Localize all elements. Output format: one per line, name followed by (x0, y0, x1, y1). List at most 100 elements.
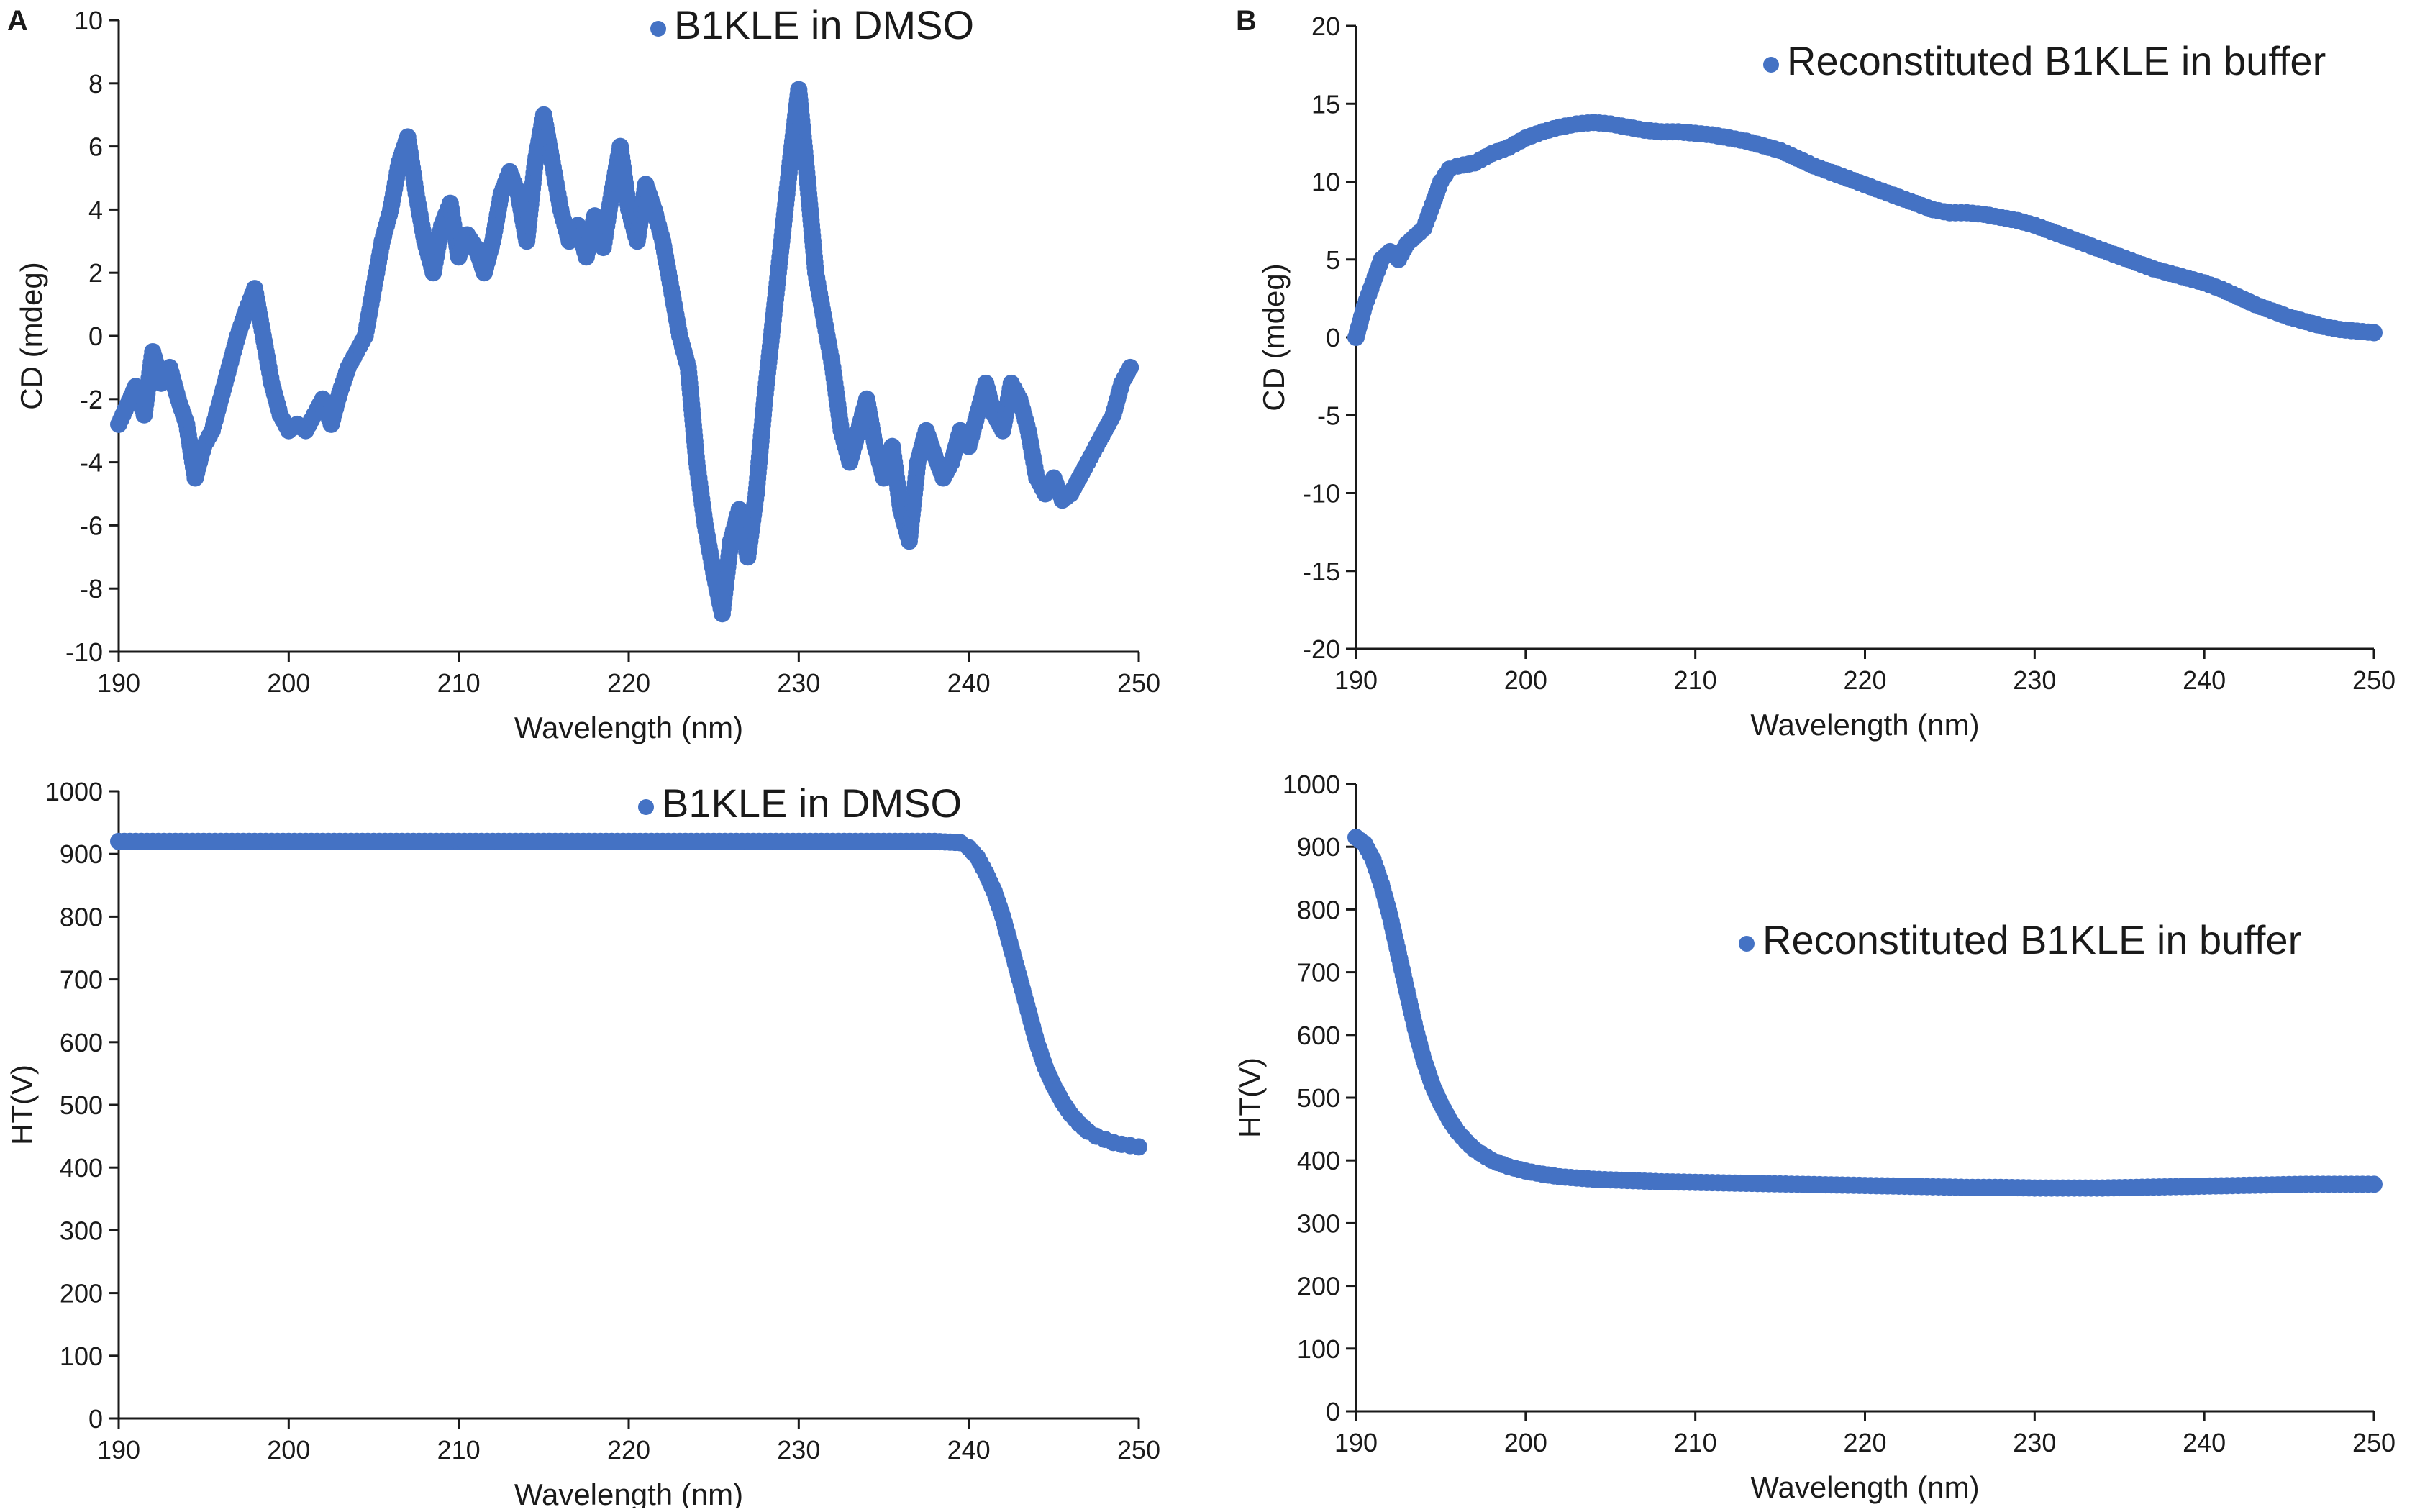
series-0 (1347, 829, 2383, 1197)
x-tick-label: 250 (2352, 665, 2396, 695)
x-tick-label: 220 (607, 668, 650, 698)
data-point (1121, 358, 1139, 376)
y-tick-label: 800 (60, 902, 103, 932)
y-tick-label: -10 (65, 637, 103, 667)
panel-label-a: A (7, 5, 28, 37)
x-tick-label: 230 (777, 668, 820, 698)
chart-cd-buffer: -20 -15 -10 -5 0 5 10 15 20 190 200 210 220 230 240 250… (1257, 12, 2396, 742)
x-tick-label: 210 (437, 1435, 481, 1465)
legend: B1KLE in DMSO (650, 2, 974, 47)
y-tick-label: 500 (1297, 1083, 1340, 1113)
legend-marker (1763, 57, 1779, 73)
x-tick-label: 190 (1334, 1428, 1378, 1457)
x-tick-label: 210 (1674, 665, 1717, 695)
y-tick-label: 1000 (45, 777, 103, 806)
x-tick-label: 220 (607, 1435, 650, 1465)
x-tick-label: 190 (1334, 665, 1378, 695)
x-tick-label: 190 (97, 668, 140, 698)
y-tick-label: 100 (60, 1342, 103, 1371)
y-tick-label: 200 (1297, 1272, 1340, 1301)
y-tick-label: 600 (60, 1028, 103, 1057)
x-tick-label: 200 (1504, 665, 1547, 695)
legend-marker (650, 21, 666, 37)
legend: Reconstituted B1KLE in buffer (1763, 38, 2326, 83)
y-tick-label: 0 (1326, 1397, 1340, 1426)
y-tick-label: 900 (60, 839, 103, 869)
y-axis-title: CD (mdeg) (1257, 263, 1291, 411)
x-tick-label: 230 (777, 1435, 820, 1465)
y-tick-label: -8 (80, 574, 103, 604)
legend-label: B1KLE in DMSO (674, 2, 974, 47)
y-tick-label: -2 (80, 385, 103, 414)
series-0 (1347, 114, 2383, 346)
x-tick-label: 240 (947, 1435, 991, 1465)
x-axis-title: Wavelength (nm) (514, 711, 743, 744)
y-tick-label: 100 (1297, 1334, 1340, 1364)
y-tick-label: 900 (1297, 832, 1340, 862)
legend-label: Reconstituted B1KLE in buffer (1762, 917, 2301, 962)
data-point (1130, 1138, 1147, 1156)
x-tick-label: 200 (267, 668, 310, 698)
x-tick-label: 220 (1843, 665, 1886, 695)
legend: Reconstituted B1KLE in buffer (1739, 917, 2301, 962)
legend: B1KLE in DMSO (638, 780, 962, 826)
y-tick-label: 2 (88, 258, 103, 288)
y-tick-label: 20 (1311, 12, 1340, 41)
chart-ht-dmso: 0 100 200 300 400 500 600 700 800 900 1000 190 200 21… (5, 777, 1160, 1511)
x-tick-label: 230 (2013, 665, 2056, 695)
x-axis-title: Wavelength (nm) (1750, 1470, 1979, 1504)
legend-label: Reconstituted B1KLE in buffer (1787, 38, 2326, 83)
y-tick-label: 1000 (1283, 770, 1340, 799)
x-tick-label: 210 (437, 668, 481, 698)
x-tick-label: 240 (2183, 665, 2226, 695)
y-tick-label: 0 (1326, 323, 1340, 352)
y-tick-label: -4 (80, 448, 103, 478)
x-tick-label: 190 (97, 1435, 140, 1465)
y-tick-label: 300 (1297, 1208, 1340, 1238)
y-tick-label: -20 (1303, 634, 1340, 664)
x-tick-label: 240 (2183, 1428, 2226, 1457)
y-axis-title: HT(V) (1233, 1057, 1267, 1138)
y-tick-label: 400 (60, 1153, 103, 1183)
x-tick-label: 250 (1117, 1435, 1160, 1465)
panel-label-b: B (1236, 5, 1257, 37)
legend-marker (638, 799, 654, 815)
y-tick-label: -10 (1303, 479, 1340, 509)
x-axis-title: Wavelength (nm) (514, 1477, 743, 1508)
y-tick-label: 700 (60, 965, 103, 995)
x-tick-label: 210 (1674, 1428, 1717, 1457)
y-tick-label: -15 (1303, 557, 1340, 586)
y-axis-title: HT(V) (5, 1065, 39, 1145)
series-0 (110, 81, 1139, 623)
y-tick-label: 6 (88, 132, 103, 162)
y-tick-label: 4 (88, 195, 103, 224)
y-tick-label: 0 (88, 1404, 103, 1434)
y-tick-label: 700 (1297, 958, 1340, 988)
x-axis-title: Wavelength (nm) (1750, 708, 1979, 742)
y-tick-label: 500 (60, 1090, 103, 1120)
chart-ht-buffer: 0 100 200 300 400 500 600 700 800 900 1000 190 200 21… (1233, 770, 2396, 1504)
x-tick-label: 250 (2352, 1428, 2396, 1457)
y-tick-label: 400 (1297, 1146, 1340, 1175)
y-tick-label: -5 (1317, 401, 1340, 430)
x-tick-label: 200 (267, 1435, 310, 1465)
y-tick-label: -6 (80, 511, 103, 540)
y-tick-label: 800 (1297, 895, 1340, 924)
y-tick-label: 0 (88, 322, 103, 351)
y-tick-label: 15 (1311, 89, 1340, 119)
chart-cd-dmso: -10 -8 -6 -4 -2 0 2 4 6 8 10 190 200 210 220 230 240 250 W… (14, 2, 1160, 744)
series-0 (110, 832, 1147, 1156)
y-tick-label: 10 (1311, 168, 1340, 197)
x-tick-label: 200 (1504, 1428, 1547, 1457)
y-tick-label: 600 (1297, 1021, 1340, 1050)
legend-label: B1KLE in DMSO (662, 780, 962, 826)
data-point (2365, 324, 2383, 342)
data-point (2365, 1175, 2383, 1193)
x-tick-label: 250 (1117, 668, 1160, 698)
y-tick-label: 300 (60, 1216, 103, 1245)
x-tick-label: 230 (2013, 1428, 2056, 1457)
y-tick-label: 8 (88, 69, 103, 99)
